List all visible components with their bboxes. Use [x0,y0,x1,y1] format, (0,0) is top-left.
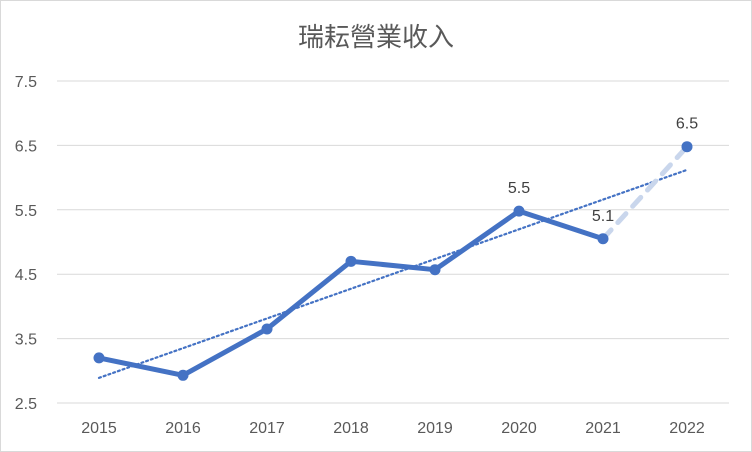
data-point [93,352,105,364]
y-tick-label: 3.5 [15,332,37,349]
data-point [261,323,273,335]
y-tick-label: 4.5 [15,267,37,284]
data-label: 6.5 [676,116,698,133]
x-tick-label: 2022 [669,420,705,437]
x-tick-label: 2021 [585,420,621,437]
forecast-segment [600,144,690,242]
data-point [597,233,609,245]
x-tick-label: 2020 [501,420,537,437]
trendline [97,168,689,379]
y-tick-label: 6.5 [15,138,37,155]
data-point [345,255,357,267]
chart-title: 瑞耘營業收入 [297,23,454,53]
y-tick-label: 2.5 [15,396,37,413]
data-point [513,205,525,217]
data-label: 5.1 [592,208,614,225]
x-tick-label: 2016 [165,420,201,437]
data-point [429,264,441,276]
x-tick-label: 2018 [333,420,369,437]
y-tick-label: 5.5 [15,203,37,220]
data-label: 5.5 [508,180,530,197]
x-tick-label: 2019 [417,420,453,437]
data-point [177,369,189,381]
x-tick-label: 2015 [81,420,117,437]
forecast-point [681,141,693,153]
x-tick-label: 2017 [249,420,285,437]
y-tick-label: 7.5 [15,74,37,91]
